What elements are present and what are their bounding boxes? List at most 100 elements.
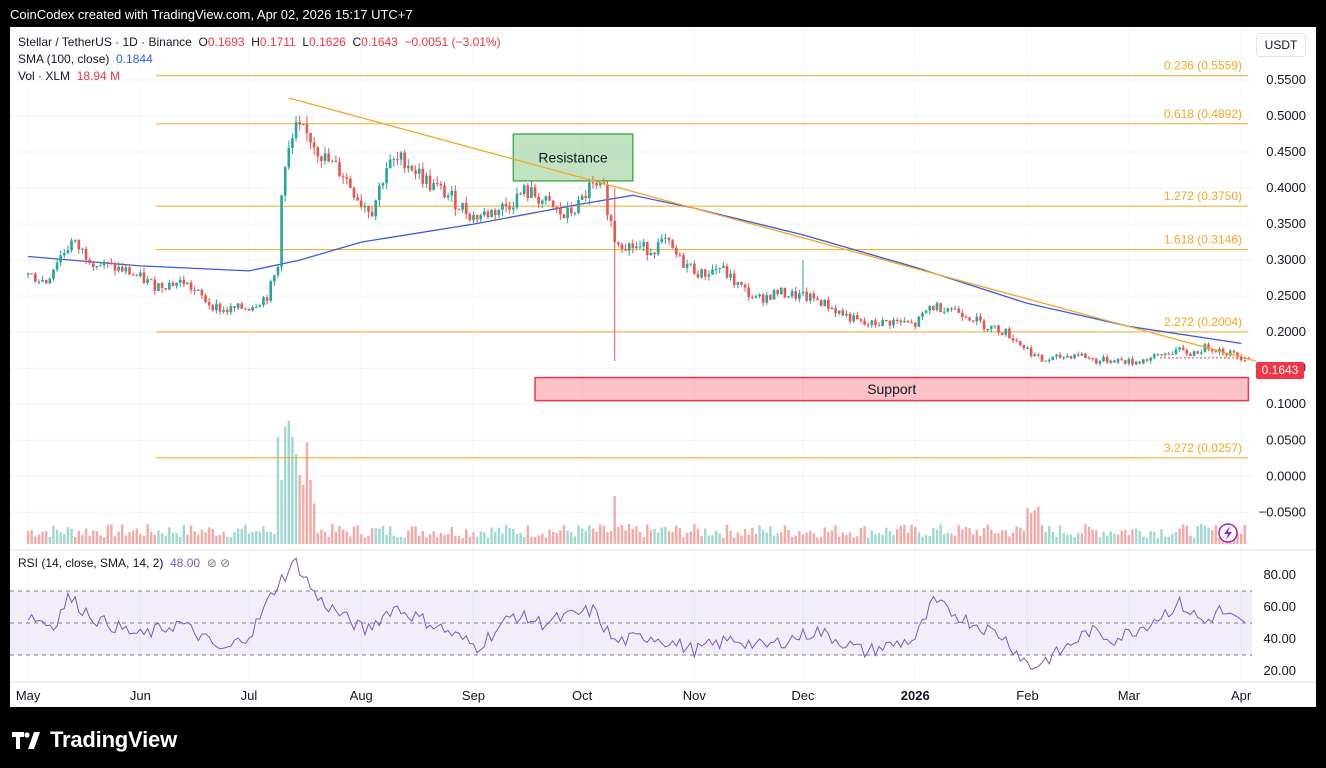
volume-bar	[801, 534, 805, 544]
symbol-legend: Stellar / TetherUS · 1D · Binance O0.169…	[18, 35, 501, 49]
candle-body	[269, 281, 273, 301]
candle-body	[44, 279, 48, 284]
candle-body	[808, 293, 812, 301]
volume-bar	[1102, 531, 1105, 544]
volume-bar	[334, 531, 338, 544]
volume-bar	[501, 533, 504, 544]
candle-body	[1076, 354, 1080, 356]
candle-body	[653, 252, 656, 255]
candle-body	[363, 206, 367, 208]
volume-bar	[660, 527, 663, 544]
candle-body	[790, 291, 794, 297]
volume-bar	[678, 527, 682, 544]
price-chart[interactable]: 0.236 (0.5559) 0.618 (0.4892) 1.272 (0.375…	[10, 27, 1316, 707]
candle-body	[276, 266, 280, 276]
volume-bar	[229, 537, 233, 544]
candle-body	[168, 282, 171, 290]
volume-bar	[276, 437, 280, 544]
candle-body	[913, 322, 917, 327]
candle-body	[515, 193, 519, 208]
candle-body	[504, 203, 508, 207]
volume-bar	[1192, 537, 1196, 544]
candle-body	[1040, 354, 1044, 362]
candle-body	[490, 209, 493, 218]
volume-bar	[1105, 535, 1109, 544]
candle-body	[551, 200, 555, 208]
candle-body	[508, 206, 511, 210]
candle-body	[736, 282, 740, 285]
volume-bar	[1048, 525, 1051, 544]
candle-body	[450, 190, 454, 196]
volume-bar	[548, 529, 551, 544]
volume-bar	[1055, 536, 1058, 544]
candle-body	[63, 253, 66, 256]
volume-bar	[247, 533, 251, 544]
time-axis-tick: Apr	[1231, 688, 1252, 703]
candle-body	[493, 209, 497, 215]
candle-body	[584, 195, 588, 199]
volume-bar	[714, 530, 718, 544]
volume-bar	[906, 532, 910, 544]
volume-bar	[204, 532, 207, 544]
rsi-visibility-icons[interactable]: ⊘ ⊘	[206, 556, 231, 570]
volume-bar	[399, 536, 403, 544]
candle-body	[334, 160, 338, 163]
candle-body	[291, 138, 294, 148]
volume-bar	[1131, 529, 1134, 544]
volume-bar	[110, 524, 113, 544]
volume-bar	[1011, 532, 1015, 544]
candle-body	[874, 320, 877, 325]
volume-bar	[1214, 525, 1217, 544]
candle-body	[537, 196, 540, 204]
high-label: H	[251, 35, 260, 49]
volume-bar	[1185, 525, 1189, 544]
candle-body	[816, 298, 819, 301]
volume-bar	[924, 535, 928, 544]
volume-bar	[316, 532, 319, 544]
volume-bar	[403, 537, 406, 544]
candle-body	[1091, 358, 1094, 360]
volume-bar	[454, 536, 457, 544]
volume-bar	[1004, 530, 1007, 544]
candle-body	[725, 265, 729, 278]
candle-body	[982, 320, 986, 330]
volume-bar	[885, 527, 888, 544]
volume-bar	[171, 533, 175, 544]
volume-bar	[1196, 526, 1199, 544]
candle-body	[1055, 354, 1058, 357]
candle-body	[779, 287, 783, 295]
volume-bar	[1029, 513, 1033, 544]
flash-icon[interactable]	[1218, 523, 1238, 543]
volume-bar	[1037, 506, 1040, 544]
volume-bar	[446, 533, 450, 544]
candle-body	[59, 255, 62, 263]
descending-trendline	[288, 97, 1256, 362]
candle-body	[149, 279, 153, 281]
volume-bar	[215, 536, 218, 544]
candle-body	[863, 320, 866, 325]
volume-bar	[1073, 537, 1076, 544]
candle-body	[678, 254, 682, 256]
candle-body	[330, 160, 334, 162]
candle-body	[856, 315, 859, 320]
volume-bar	[743, 528, 747, 544]
currency-button[interactable]: USDT	[1256, 33, 1306, 57]
candle-body	[486, 211, 490, 218]
volume-bar	[921, 536, 924, 544]
chart-panel[interactable]: 0.236 (0.5559) 0.618 (0.4892) 1.272 (0.375…	[10, 27, 1316, 707]
volume-bar	[1044, 531, 1047, 544]
volume-bar	[541, 533, 544, 544]
candle-body	[656, 242, 660, 255]
volume-bar	[899, 525, 902, 544]
volume-bar	[761, 529, 765, 544]
volume-bar	[468, 536, 472, 544]
volume-bar	[102, 537, 106, 544]
volume-bar	[848, 532, 852, 544]
volume-bar	[943, 534, 946, 544]
candle-body	[1152, 354, 1156, 358]
volume-bar	[1098, 537, 1102, 544]
volume-bar	[124, 535, 128, 544]
support-label: Support	[867, 381, 916, 397]
price-axis-tick: −0.0500	[1259, 504, 1306, 519]
candle-body	[265, 297, 269, 301]
